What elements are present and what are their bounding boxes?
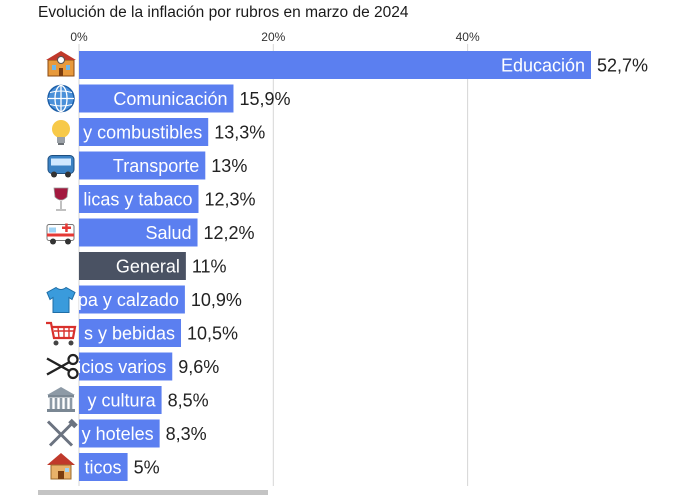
bar-value-label: 10,5% <box>187 324 238 344</box>
bar <box>79 285 185 314</box>
bar-row: y combustibles 13,3% <box>52 118 265 146</box>
bar-category-label: Salud <box>145 223 191 243</box>
bar <box>79 185 199 213</box>
x-tick-label: 40% <box>456 30 480 44</box>
bar-row: y cultura 8,5% <box>47 386 209 414</box>
bar-row: Salud 12,2% <box>46 218 255 247</box>
bar-category-label: General <box>116 257 180 277</box>
bar-value-label: 8,5% <box>168 391 209 411</box>
bar-row: s y bebidas 10,5% <box>46 319 238 347</box>
bar-row: ticos 5% <box>47 453 160 481</box>
bar-value-label: 12,3% <box>204 190 255 210</box>
bar-category-label: Comunicación <box>113 89 227 109</box>
bar <box>79 453 128 481</box>
bar-category-label: s y bebidas <box>84 324 175 344</box>
bar-value-label: 11% <box>192 257 227 277</box>
bar-row: Educación 52,7% <box>46 51 648 79</box>
bar-category-label: y cultura <box>88 391 157 411</box>
chart-title: Evolución de la inflación por rubros en … <box>38 4 409 21</box>
bar-category-label: icios varios <box>77 357 166 377</box>
bar-row: pa y calzado 10,9% <box>46 285 242 314</box>
house-icon <box>47 453 75 480</box>
scissors-icon <box>46 353 79 380</box>
source-strip <box>38 490 268 495</box>
bar-value-label: 12,2% <box>204 223 255 243</box>
shopping-cart-icon <box>46 321 77 346</box>
ambulance-icon <box>46 223 75 245</box>
bar <box>79 352 173 381</box>
bus-icon <box>47 155 75 178</box>
bar <box>79 218 198 247</box>
bar-value-label: 13,3% <box>214 123 265 143</box>
lightbulb-icon <box>52 120 70 145</box>
tshirt-icon <box>46 286 76 313</box>
bar-category-label: ticos <box>85 458 122 478</box>
bar <box>79 252 186 280</box>
bar-category-label: y combustibles <box>83 123 202 143</box>
bar <box>79 51 591 79</box>
wine-glass-icon <box>53 187 69 211</box>
bar-row: Comunicación 15,9% <box>47 84 291 113</box>
school-icon <box>46 51 76 77</box>
bar-row: General 11% <box>79 252 227 280</box>
bar-row: Transporte 13% <box>47 151 247 180</box>
museum-icon <box>47 387 75 412</box>
bar-category-label: pa y calzado <box>78 290 179 310</box>
bar <box>79 151 206 180</box>
bar-row: y hoteles 8,3% <box>46 418 207 448</box>
bar-value-label: 10,9% <box>191 290 242 310</box>
bar <box>79 118 209 146</box>
bar <box>79 386 162 414</box>
fork-knife-icon <box>46 418 78 447</box>
bar-category-label: Educación <box>501 56 585 76</box>
bar-value-label: 52,7% <box>597 56 648 76</box>
bar <box>79 84 234 113</box>
bar-value-label: 5% <box>134 458 160 478</box>
bar-value-label: 9,6% <box>178 357 219 377</box>
bar-value-label: 8,3% <box>166 424 207 444</box>
x-tick-label: 0% <box>70 30 88 44</box>
bar-value-label: 13% <box>211 156 247 176</box>
x-tick-label: 20% <box>261 30 285 44</box>
globe-icon <box>47 84 75 113</box>
bar <box>79 319 182 347</box>
bar <box>79 419 160 448</box>
bar-value-label: 15,9% <box>239 89 290 109</box>
bar-category-label: y hoteles <box>82 424 154 444</box>
bar-row: icios varios 9,6% <box>46 352 219 381</box>
bar-category-label: licas y tabaco <box>83 190 192 210</box>
bar-row: licas y tabaco 12,3% <box>53 185 256 213</box>
bar-category-label: Transporte <box>113 156 199 176</box>
